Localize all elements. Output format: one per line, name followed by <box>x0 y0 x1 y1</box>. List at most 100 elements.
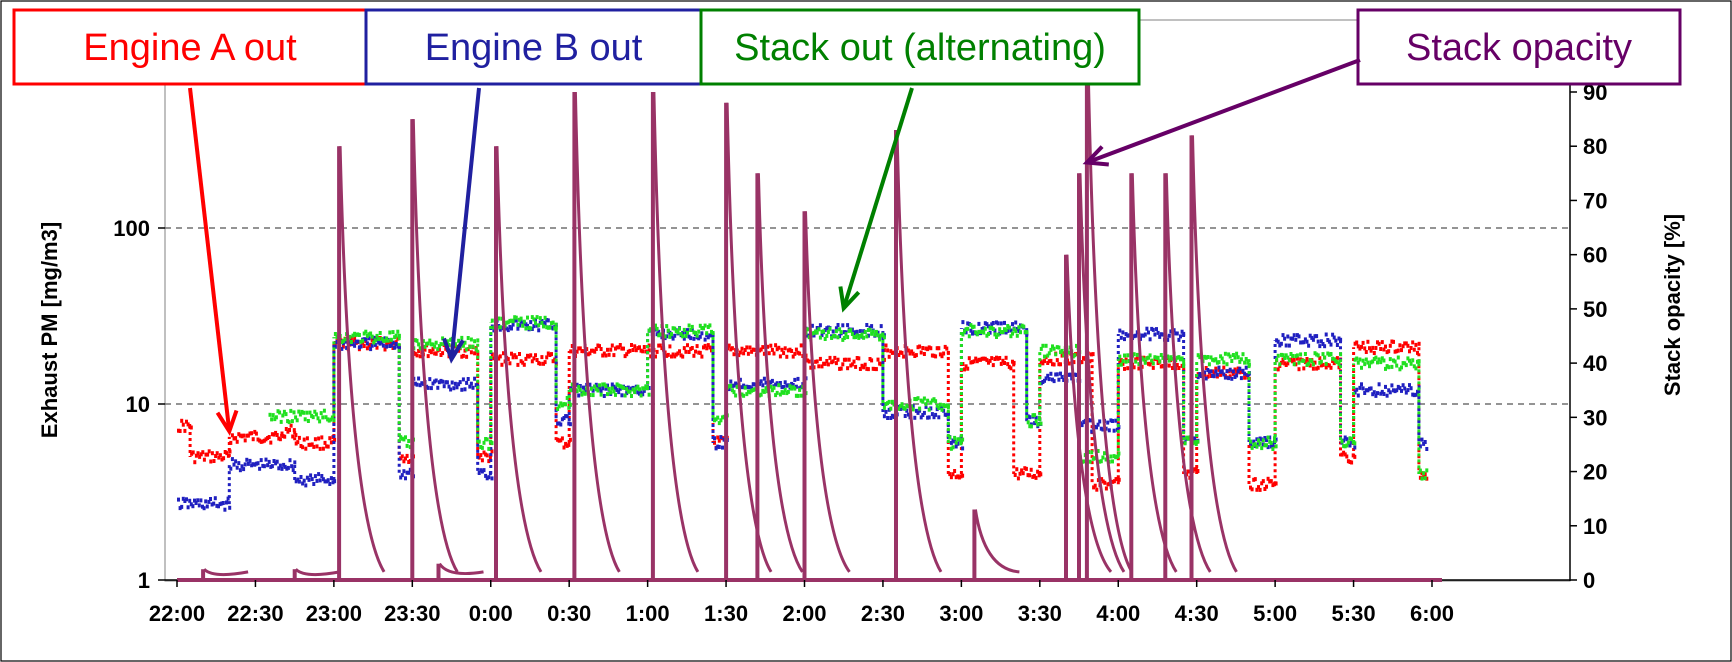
data-point <box>465 347 469 352</box>
data-point <box>717 421 721 426</box>
y-tick-label: 100 <box>113 216 150 241</box>
data-point <box>794 384 798 389</box>
data-point <box>1124 357 1128 362</box>
data-point <box>598 344 601 349</box>
data-point <box>1172 328 1176 333</box>
data-point <box>746 389 750 394</box>
data-point <box>919 398 923 403</box>
data-point <box>778 354 782 359</box>
data-point <box>903 414 907 418</box>
segment-stack-out-alternating--6 <box>556 390 572 411</box>
data-point <box>1400 348 1403 353</box>
x-tick-label: 4:00 <box>1096 601 1140 626</box>
data-point <box>302 410 306 415</box>
data-point <box>207 499 211 504</box>
data-point <box>900 405 904 410</box>
data-point <box>353 331 357 336</box>
data-point <box>971 325 974 330</box>
data-point <box>1361 386 1365 391</box>
data-point <box>1151 361 1155 366</box>
data-point <box>1355 340 1359 345</box>
data-point <box>1036 469 1040 474</box>
data-point <box>620 384 624 389</box>
data-point <box>326 478 330 483</box>
data-point <box>1193 467 1197 472</box>
data-point <box>1015 467 1019 472</box>
data-point <box>1057 362 1061 367</box>
data-point <box>990 322 994 327</box>
data-point <box>261 439 265 444</box>
data-point <box>1206 374 1210 379</box>
data-point <box>927 415 931 420</box>
data-point <box>620 346 624 351</box>
data-point <box>1377 341 1381 346</box>
data-point <box>1324 332 1328 337</box>
data-point <box>1196 375 1200 380</box>
data-point <box>649 354 653 359</box>
data-point <box>743 385 747 390</box>
data-point <box>538 316 542 321</box>
y2-tick-label: 10 <box>1583 514 1607 539</box>
data-point <box>586 352 590 357</box>
data-point <box>543 321 547 326</box>
data-point <box>1253 477 1257 482</box>
data-point <box>823 361 827 366</box>
data-point <box>1300 340 1304 345</box>
data-point <box>654 354 657 359</box>
data-point <box>634 348 638 353</box>
data-point <box>1278 362 1282 367</box>
data-point <box>311 415 315 420</box>
data-point <box>177 428 180 433</box>
data-point <box>780 390 784 395</box>
data-point <box>1142 357 1146 362</box>
data-point <box>243 438 247 443</box>
plot-area <box>164 19 1571 582</box>
data-point <box>562 445 566 450</box>
data-point <box>847 328 851 333</box>
data-point <box>1324 361 1328 366</box>
data-point <box>1348 443 1352 448</box>
data-point <box>185 497 188 502</box>
data-point <box>508 361 512 366</box>
data-point <box>753 382 757 387</box>
data-point <box>636 390 640 395</box>
data-point <box>484 452 488 457</box>
data-point <box>1422 471 1426 476</box>
data-point <box>855 333 859 338</box>
data-point <box>578 384 582 388</box>
x-tick-label: 22:30 <box>227 601 283 626</box>
data-point <box>519 319 523 324</box>
data-point <box>199 452 203 457</box>
data-point <box>1388 390 1392 395</box>
data-point <box>1012 327 1016 332</box>
data-point <box>272 432 276 437</box>
data-point <box>996 321 1000 326</box>
data-point <box>1400 388 1403 393</box>
data-point <box>402 437 406 442</box>
data-point <box>1235 373 1239 378</box>
data-point <box>1049 347 1053 352</box>
data-point <box>1137 362 1141 367</box>
data-point <box>393 345 397 350</box>
data-point <box>882 414 886 419</box>
data-point <box>577 393 581 398</box>
data-point <box>897 353 901 357</box>
data-point <box>684 334 688 339</box>
data-point <box>689 336 693 341</box>
data-point <box>370 338 374 343</box>
data-point <box>320 435 324 440</box>
data-point <box>988 358 992 363</box>
data-point <box>262 438 266 443</box>
data-point <box>1295 333 1299 338</box>
data-point <box>922 396 926 401</box>
data-point <box>537 328 541 333</box>
data-point <box>1111 459 1114 464</box>
data-point <box>327 418 331 423</box>
data-point <box>235 465 239 470</box>
data-point <box>1060 353 1064 358</box>
data-point <box>1382 392 1386 396</box>
data-point <box>1377 357 1381 362</box>
data-point <box>1342 438 1346 443</box>
data-point <box>772 351 776 356</box>
data-point <box>1408 383 1411 388</box>
